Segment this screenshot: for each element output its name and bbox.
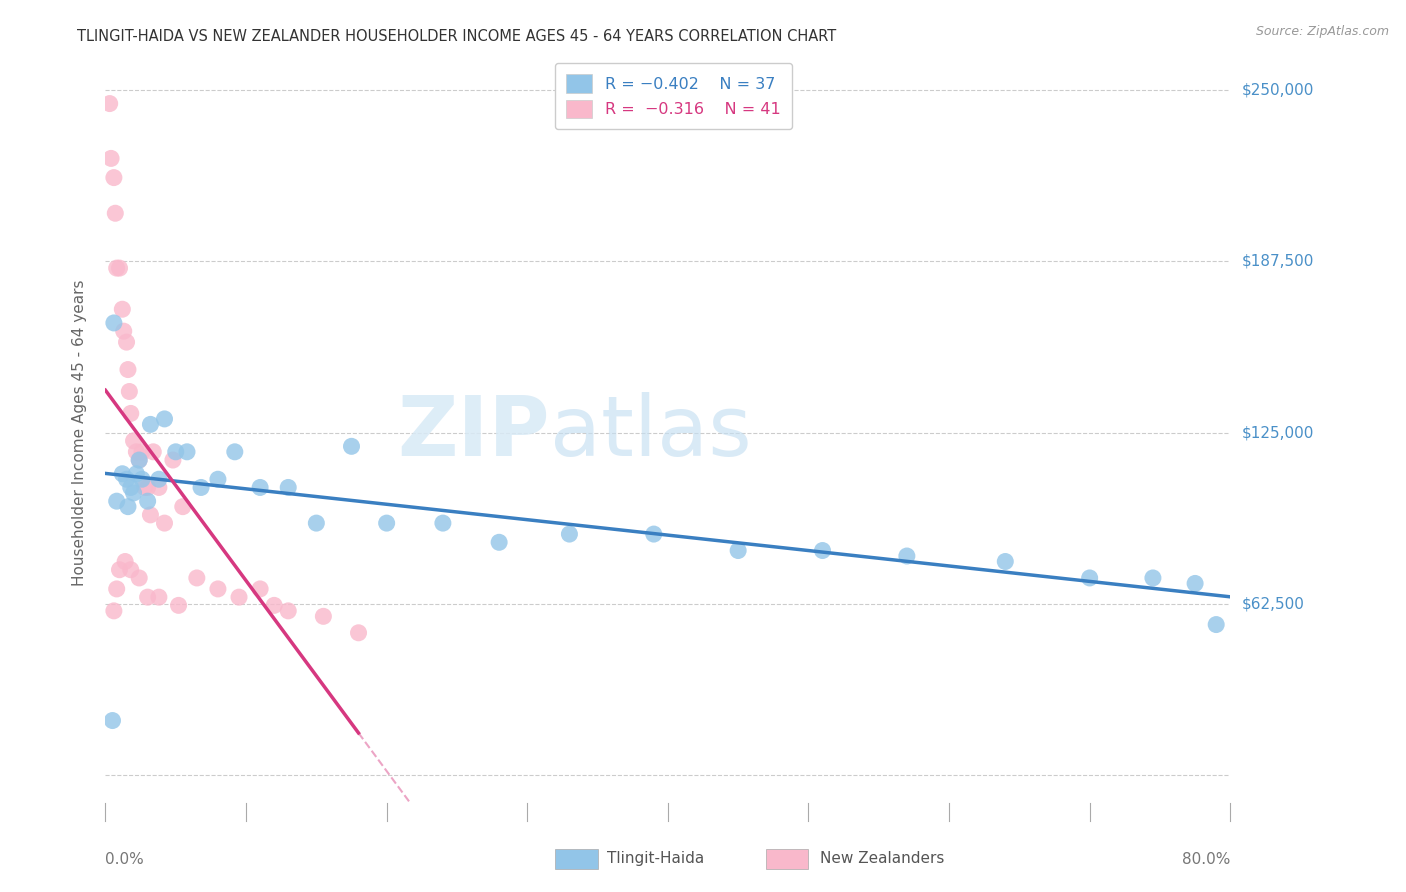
Point — [994, 554, 1017, 568]
Point — [340, 439, 363, 453]
Text: $187,500: $187,500 — [1241, 253, 1313, 268]
Point — [896, 549, 918, 563]
Point — [103, 604, 125, 618]
Point — [134, 480, 156, 494]
Point — [103, 170, 125, 185]
Point — [120, 563, 142, 577]
Text: $62,500: $62,500 — [1241, 597, 1305, 612]
Point — [115, 472, 138, 486]
Point — [148, 590, 170, 604]
Point — [153, 516, 176, 530]
Point — [643, 527, 665, 541]
Legend: R = −0.402    N = 37, R =  −0.316    N = 41: R = −0.402 N = 37, R = −0.316 N = 41 — [555, 63, 792, 129]
Point — [105, 261, 128, 276]
Point — [263, 599, 285, 613]
Point — [125, 445, 148, 459]
Point — [108, 261, 131, 276]
Point — [558, 527, 581, 541]
Point — [190, 480, 212, 494]
Point — [148, 472, 170, 486]
Point — [122, 486, 145, 500]
Point — [162, 453, 184, 467]
Point — [122, 434, 145, 448]
Point — [115, 335, 138, 350]
Point — [131, 445, 153, 459]
Point — [100, 152, 122, 166]
Point — [375, 516, 398, 530]
Point — [103, 316, 125, 330]
Point — [111, 302, 134, 317]
Point — [277, 480, 299, 494]
Point — [128, 453, 150, 467]
Point — [305, 516, 328, 530]
Point — [101, 714, 124, 728]
Point — [125, 467, 148, 481]
Point — [1142, 571, 1164, 585]
Text: Tlingit-Haida: Tlingit-Haida — [607, 851, 704, 865]
Point — [105, 494, 128, 508]
Point — [148, 480, 170, 494]
Point — [488, 535, 510, 549]
Point — [142, 445, 165, 459]
Point — [249, 480, 271, 494]
Point — [118, 384, 141, 399]
Point — [207, 472, 229, 486]
Point — [312, 609, 335, 624]
Text: $125,000: $125,000 — [1241, 425, 1313, 440]
Point — [277, 604, 299, 618]
Point — [811, 543, 834, 558]
Point — [176, 445, 198, 459]
Text: atlas: atlas — [550, 392, 751, 473]
Point — [128, 453, 150, 467]
Point — [167, 599, 190, 613]
Point — [207, 582, 229, 596]
Text: 0.0%: 0.0% — [105, 852, 145, 867]
Point — [120, 480, 142, 494]
Text: TLINGIT-HAIDA VS NEW ZEALANDER HOUSEHOLDER INCOME AGES 45 - 64 YEARS CORRELATION: TLINGIT-HAIDA VS NEW ZEALANDER HOUSEHOLD… — [77, 29, 837, 44]
Point — [139, 508, 162, 522]
Point — [165, 445, 187, 459]
Point — [1184, 576, 1206, 591]
Point — [1205, 617, 1227, 632]
Point — [117, 500, 139, 514]
Point — [114, 554, 136, 568]
Point — [111, 467, 134, 481]
Text: $250,000: $250,000 — [1241, 82, 1313, 97]
Point — [136, 494, 159, 508]
Point — [249, 582, 271, 596]
Point — [128, 571, 150, 585]
Text: Source: ZipAtlas.com: Source: ZipAtlas.com — [1256, 25, 1389, 38]
Point — [104, 206, 127, 220]
Point — [186, 571, 208, 585]
Point — [153, 412, 176, 426]
Point — [131, 472, 153, 486]
Point — [172, 500, 194, 514]
Point — [120, 406, 142, 420]
Point — [136, 590, 159, 604]
Point — [727, 543, 749, 558]
Point — [112, 324, 135, 338]
Point — [1078, 571, 1101, 585]
Y-axis label: Householder Income Ages 45 - 64 years: Householder Income Ages 45 - 64 years — [72, 279, 87, 586]
Text: 80.0%: 80.0% — [1182, 852, 1230, 867]
Point — [98, 96, 121, 111]
Point — [105, 582, 128, 596]
Text: New Zealanders: New Zealanders — [820, 851, 943, 865]
Point — [136, 480, 159, 494]
Point — [139, 417, 162, 432]
Point — [108, 563, 131, 577]
Point — [228, 590, 250, 604]
Text: ZIP: ZIP — [398, 392, 550, 473]
Point — [224, 445, 246, 459]
Point — [117, 362, 139, 376]
Point — [347, 625, 370, 640]
Point — [432, 516, 454, 530]
